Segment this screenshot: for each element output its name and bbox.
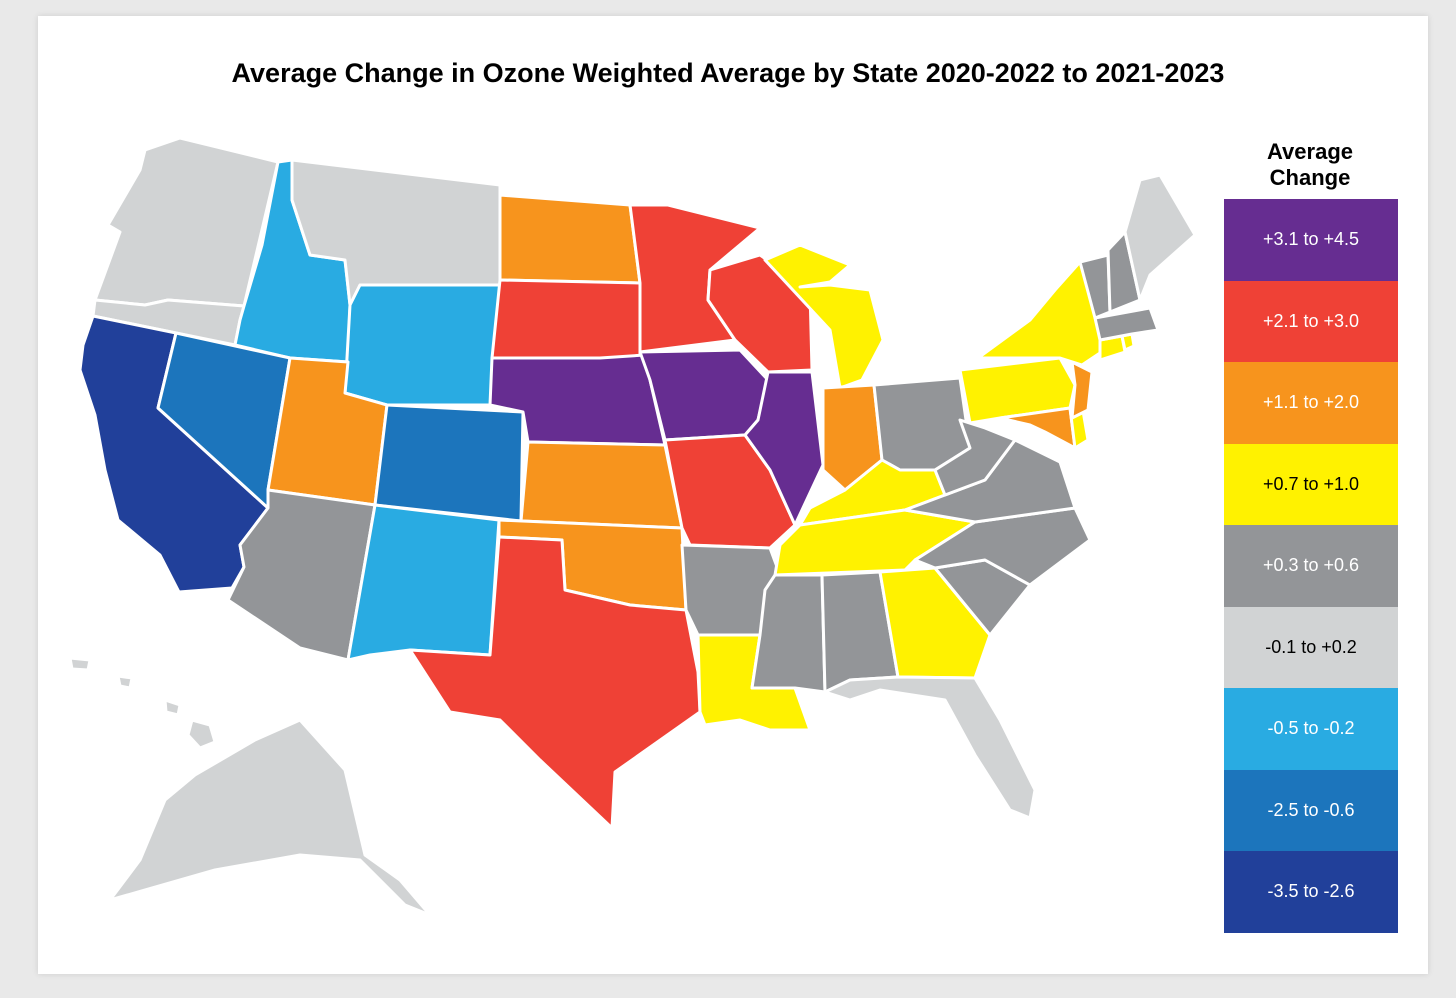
state-nm[interactable] [346, 503, 501, 662]
state-hi[interactable] [68, 656, 217, 750]
legend-title: Average Change [1224, 139, 1396, 191]
legend-title-line2: Change [1269, 165, 1351, 190]
state-il[interactable] [743, 370, 825, 527]
state-wy[interactable] [343, 283, 502, 407]
state-wv[interactable] [933, 418, 1017, 497]
state-nj[interactable] [1070, 360, 1094, 420]
hi-island-oahu [116, 674, 134, 690]
legend-item: +2.1 to +3.0 [1224, 280, 1398, 362]
hi-island-big [186, 718, 217, 750]
legend-item: +1.1 to +2.0 [1224, 362, 1398, 444]
legend-item: +0.3 to +0.6 [1224, 525, 1398, 607]
legend-item: +0.7 to +1.0 [1224, 443, 1398, 525]
legend-item: -0.5 to -0.2 [1224, 688, 1398, 770]
state-fl[interactable] [823, 675, 1037, 820]
state-co[interactable] [373, 403, 525, 523]
legend-item: -2.5 to -0.6 [1224, 769, 1398, 851]
legend-item: -3.5 to -2.6 [1224, 851, 1398, 933]
state-mi[interactable] [763, 243, 885, 390]
legend-item: +3.1 to +4.5 [1224, 199, 1398, 281]
state-ma[interactable] [1093, 306, 1160, 342]
hi-island-kauai [68, 656, 92, 672]
legend-title-line1: Average [1266, 139, 1353, 164]
state-ga[interactable] [878, 566, 992, 680]
state-tx[interactable] [408, 535, 702, 830]
hi-island-maui [163, 698, 182, 717]
state-nd[interactable] [498, 193, 642, 285]
legend-item: -0.1 to +0.2 [1224, 606, 1398, 688]
state-sd[interactable] [490, 278, 642, 367]
state-ak[interactable] [108, 718, 432, 917]
map-title: Average Change in Ozone Weighted Average… [231, 58, 1225, 88]
legend: +3.1 to +4.5 +2.1 to +3.0 +1.1 to +2.0 +… [1224, 199, 1398, 933]
state-me[interactable] [1123, 173, 1197, 302]
state-ks[interactable] [519, 440, 684, 530]
